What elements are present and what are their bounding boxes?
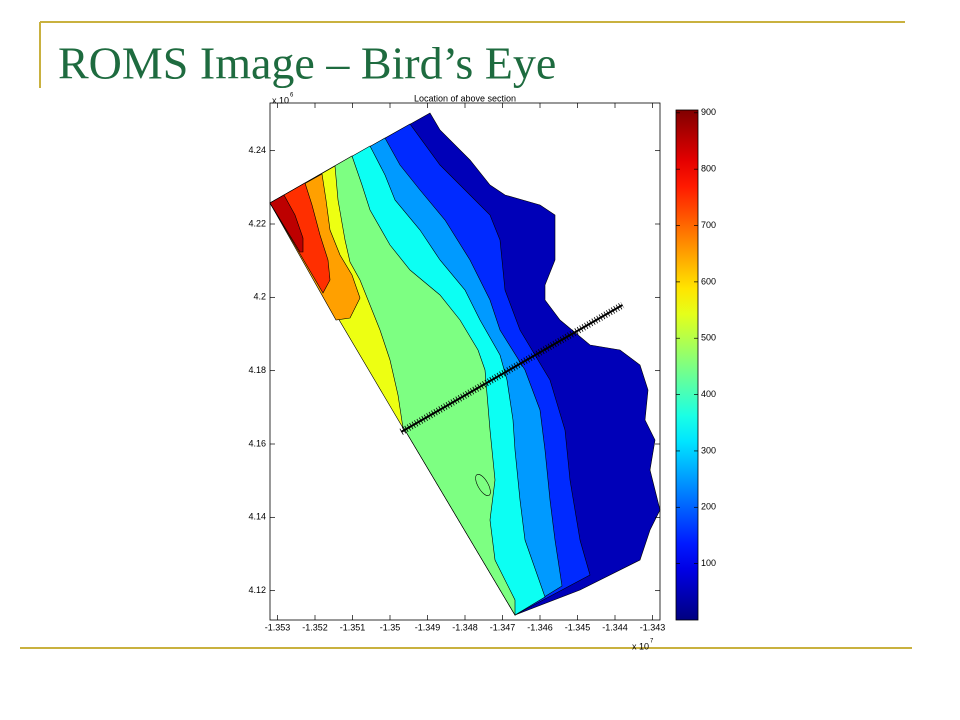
contour-band — [269, 194, 304, 253]
contour-island — [475, 474, 491, 496]
colorbar-tick-label: 400 — [701, 389, 716, 399]
section-hatch — [399, 301, 625, 435]
x-tick-label: -1.345 — [565, 622, 591, 632]
colorbar-tick-label: 600 — [701, 276, 716, 286]
colorbar-tick-label: 300 — [701, 445, 716, 455]
plot-title: Location of above section — [414, 93, 516, 103]
x-tick-label: -1.353 — [265, 622, 291, 632]
colorbar-tick-label: 200 — [701, 502, 716, 512]
y-tick-label: 4.16 — [248, 438, 266, 448]
y-scale-exponent: 6 — [290, 93, 294, 99]
x-tick-label: -1.351 — [340, 622, 366, 632]
x-tick-label: -1.343 — [640, 622, 666, 632]
x-tick-label: -1.348 — [452, 622, 478, 632]
colorbar-tick-label: 500 — [701, 333, 716, 343]
x-tick-label: -1.349 — [415, 622, 441, 632]
colorbar-tick-label: 100 — [701, 558, 716, 568]
colorbar-tick-label: 700 — [701, 220, 716, 230]
x-scale-exponent: 7 — [650, 639, 654, 645]
contour-map — [269, 112, 661, 617]
y-tick-label: 4.18 — [248, 365, 266, 375]
y-tick-label: 4.12 — [248, 585, 266, 595]
colorbar — [675, 109, 699, 621]
y-tick-label: 4.22 — [248, 218, 266, 228]
x-tick-label: -1.344 — [602, 622, 628, 632]
x-tick-label: -1.347 — [490, 622, 516, 632]
colorbar-tick-label: 800 — [701, 164, 716, 174]
x-tick-label: -1.346 — [527, 622, 553, 632]
y-tick-label: 4.14 — [248, 512, 266, 522]
colorbar-tick-label: 900 — [701, 107, 716, 117]
y-tick-label: 4.2 — [253, 292, 266, 302]
y-scale-label: x 10 — [272, 95, 289, 105]
y-tick-label: 4.24 — [248, 145, 266, 155]
x-tick-label: -1.35 — [380, 622, 401, 632]
x-scale-label: x 10 — [632, 641, 649, 651]
slide-title: ROMS Image – Bird’s Eye — [58, 38, 556, 89]
x-tick-label: -1.352 — [302, 622, 328, 632]
